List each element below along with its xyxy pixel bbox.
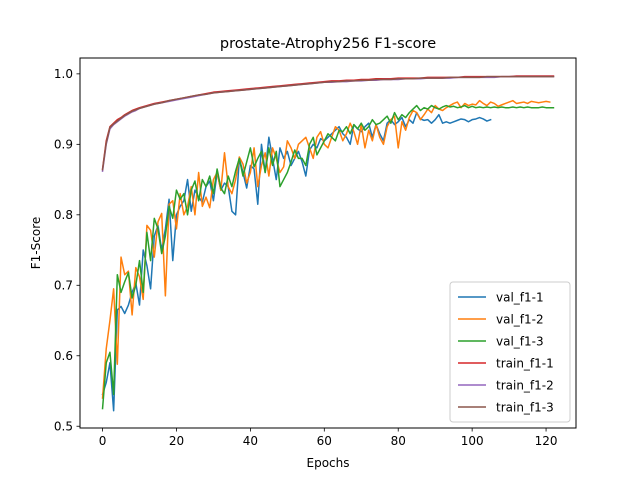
x-tick-label: 100 [461, 434, 484, 448]
y-tick-label: 1.0 [54, 67, 73, 81]
x-tick-label: 80 [391, 434, 406, 448]
y-axis: 0.5 0.6 0.7 0.8 0.9 1.0 [54, 67, 80, 434]
series-layer [101, 75, 555, 412]
x-tick-label: 40 [243, 434, 258, 448]
x-tick-label: 0 [99, 434, 107, 448]
legend-label-train_f1-1: train_f1-1 [496, 356, 554, 370]
legend-label-train_f1-3: train_f1-3 [496, 400, 554, 414]
legend-label-val_f1-3: val_f1-3 [496, 334, 544, 348]
plot-frame [79, 57, 577, 429]
y-tick-label: 0.5 [54, 420, 73, 434]
y-tick-label: 0.6 [54, 349, 73, 363]
series-line-train_f1-3 [101, 75, 555, 171]
legend-label-val_f1-1: val_f1-1 [496, 290, 544, 304]
plot-area [101, 75, 555, 412]
x-tick-label: 60 [317, 434, 332, 448]
x-axis: 0 20 40 60 80 100 120 [99, 428, 558, 448]
legend-label-val_f1-2: val_f1-2 [496, 312, 544, 326]
x-axis-title: Epochs [307, 456, 350, 470]
y-axis-title: F1-Score [29, 217, 43, 269]
series-line-val_f1-2 [101, 99, 551, 399]
chart-title: prostate-Atrophy256 F1-score [220, 36, 436, 52]
series-line-val_f1-3 [101, 104, 555, 410]
y-tick-label: 0.8 [54, 208, 73, 222]
x-tick-label: 120 [535, 434, 558, 448]
legend-box [449, 281, 571, 423]
legend-label-train_f1-2: train_f1-2 [496, 378, 554, 392]
legend: val_f1-1 val_f1-2 val_f1-3 train_f1-1 train_… [449, 281, 571, 423]
y-tick-label: 0.7 [54, 279, 73, 293]
x-tick-label: 20 [169, 434, 184, 448]
y-tick-label: 0.9 [54, 138, 73, 152]
